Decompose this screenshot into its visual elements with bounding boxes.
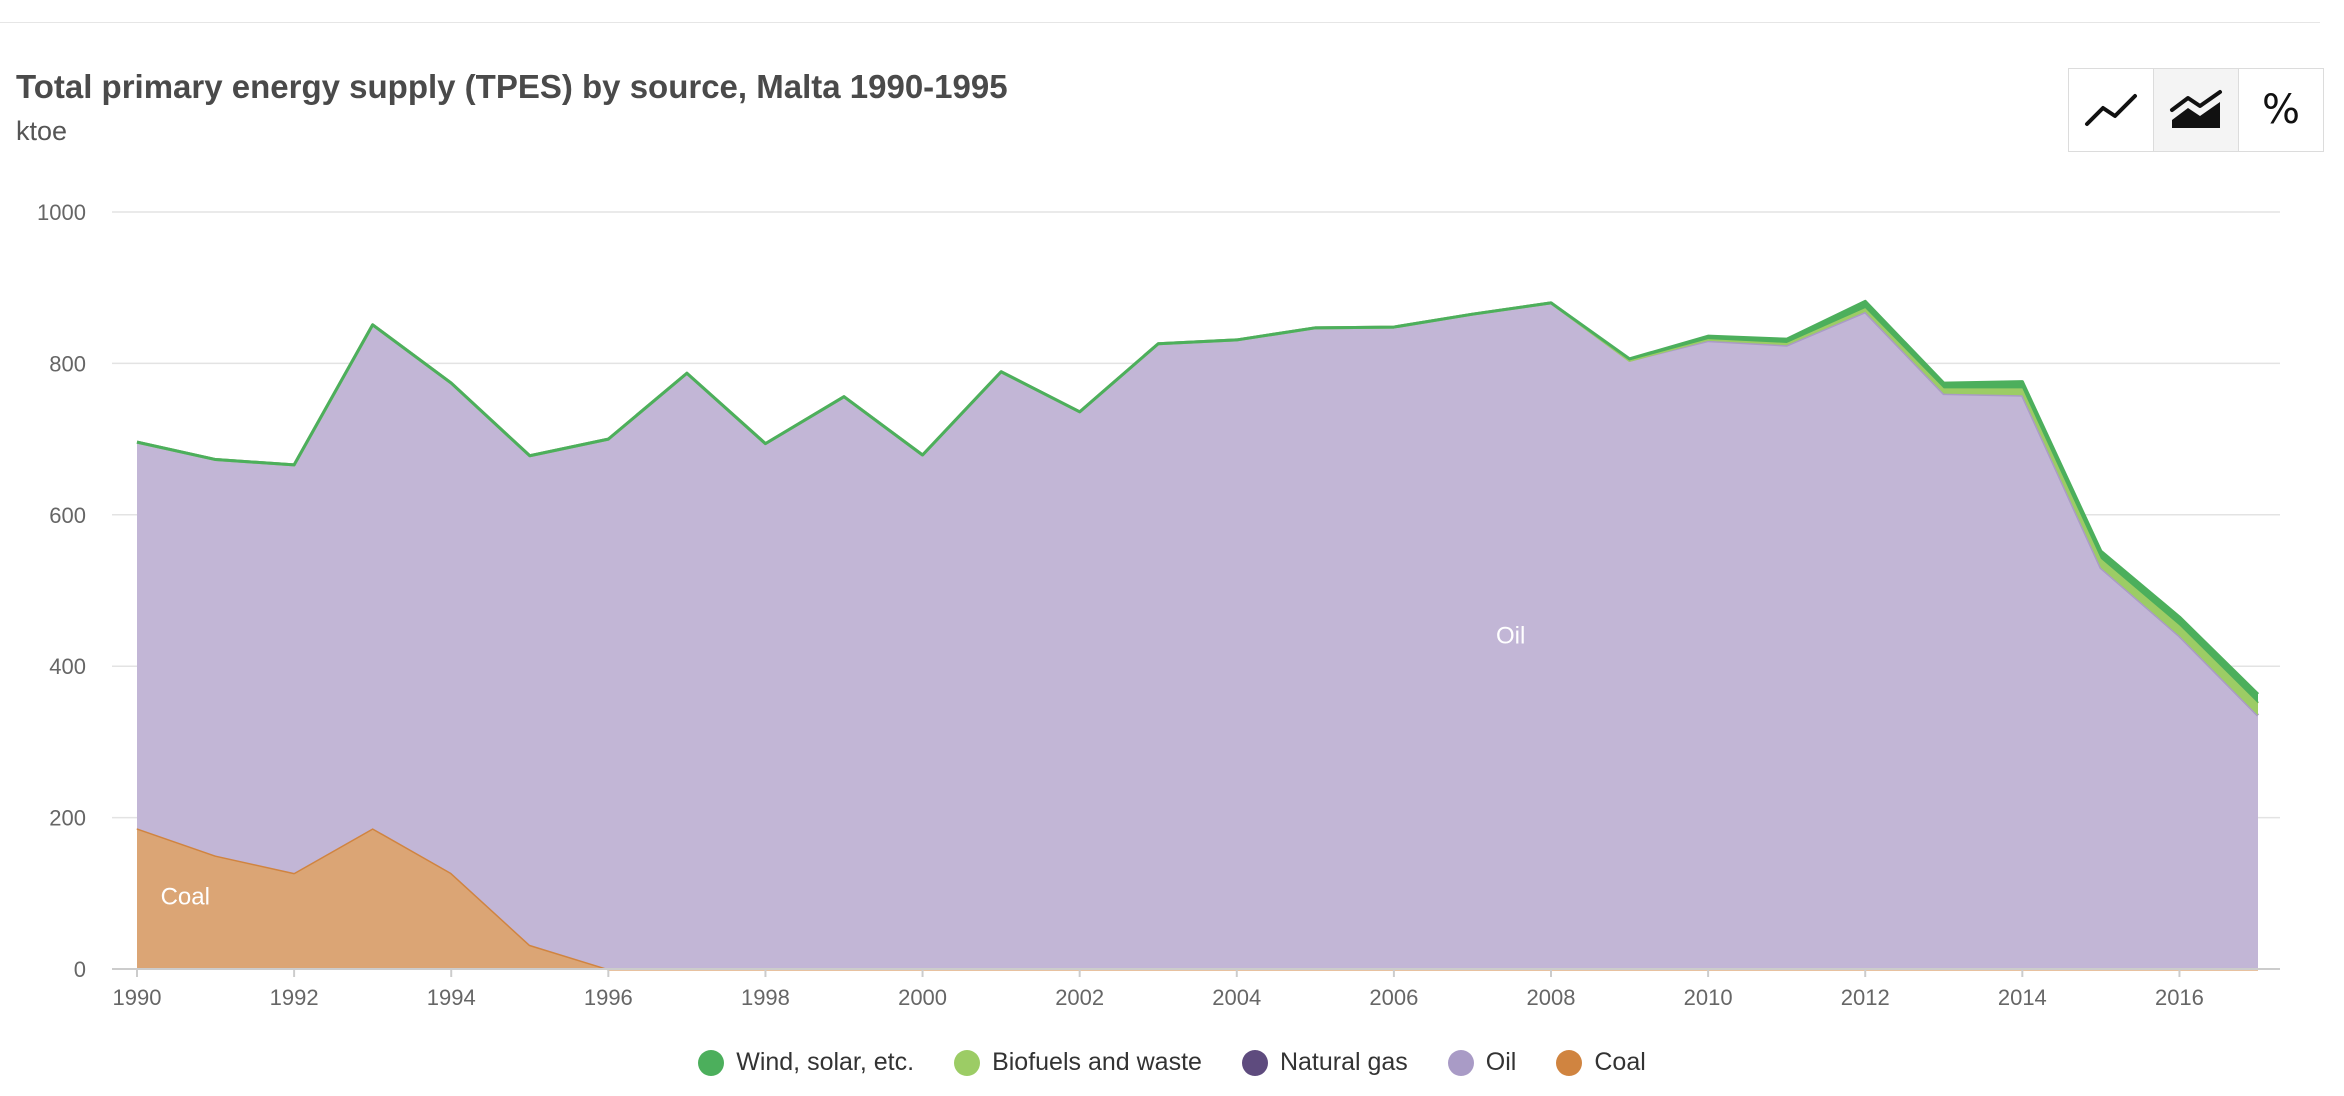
- x-tick-label: 2000: [898, 985, 947, 1010]
- area-chart: 0 200 400 600 800 1000 1990 1992 1994 1996 1998 200…: [37, 200, 2280, 1010]
- legend-swatch: [698, 1049, 725, 1076]
- x-tick-label: 1992: [270, 985, 319, 1010]
- y-tick-label: 800: [49, 351, 86, 376]
- y-tick-label: 0: [74, 957, 86, 982]
- oil-area: [137, 302, 2258, 970]
- chart-title: Total primary energy supply (TPES) by so…: [16, 68, 1008, 105]
- x-tick-label: 2002: [1055, 985, 1104, 1010]
- stacked-area-button[interactable]: [2154, 69, 2239, 151]
- y-tick-label: 200: [49, 806, 86, 831]
- chart-type-toggle: %: [2068, 68, 2324, 152]
- legend-label: Natural gas: [1279, 1048, 1408, 1076]
- x-tick-label: 2004: [1212, 985, 1261, 1010]
- x-tick-label: 1998: [741, 985, 790, 1010]
- x-tick-label: 1996: [584, 985, 633, 1010]
- legend-label: Wind, solar, etc.: [736, 1048, 915, 1076]
- line-chart-icon: [2085, 94, 2137, 126]
- legend-label: Biofuels and waste: [992, 1048, 1202, 1076]
- legend-swatch: [1241, 1049, 1268, 1076]
- x-tick-label: 2012: [1841, 985, 1890, 1010]
- x-tick-label: 2006: [1369, 985, 1418, 1010]
- y-tick-label: 600: [49, 503, 86, 528]
- x-tick-label: 2008: [1527, 985, 1576, 1010]
- x-tick-label: 2014: [1998, 985, 2047, 1010]
- chart-legend: Wind, solar, etc. Biofuels and waste Natur…: [0, 1048, 2344, 1077]
- legend-item[interactable]: Natural gas: [1241, 1048, 1408, 1077]
- stacked-area-icon: [2170, 90, 2222, 128]
- legend-swatch: [1447, 1049, 1474, 1076]
- area-label-coal: Coal: [161, 884, 210, 911]
- legend-swatch: [954, 1049, 981, 1076]
- legend-swatch: [1556, 1049, 1583, 1076]
- legend-label: Coal: [1594, 1048, 1646, 1076]
- legend-item[interactable]: Biofuels and waste: [954, 1048, 1202, 1077]
- legend-item[interactable]: Coal: [1556, 1048, 1646, 1077]
- x-tick-label: 1994: [427, 985, 476, 1010]
- percent-button[interactable]: %: [2239, 69, 2323, 151]
- line-chart-button[interactable]: [2069, 69, 2154, 151]
- x-tick-label: 1990: [113, 985, 162, 1010]
- top-divider: [0, 22, 2320, 23]
- y-tick-label: 400: [49, 654, 86, 679]
- x-tick-label: 2010: [1684, 985, 1733, 1010]
- legend-item[interactable]: Wind, solar, etc.: [698, 1048, 914, 1077]
- legend-item[interactable]: Oil: [1447, 1048, 1517, 1077]
- legend-label: Oil: [1485, 1048, 1517, 1076]
- chart-unit: ktoe: [16, 116, 68, 146]
- area-label-oil: Oil: [1496, 622, 1525, 649]
- percent-label: %: [2261, 87, 2300, 133]
- y-tick-label: 1000: [37, 200, 86, 225]
- wind-solar-etc-line: [136, 299, 2260, 696]
- x-tick-label: 2016: [2155, 985, 2204, 1010]
